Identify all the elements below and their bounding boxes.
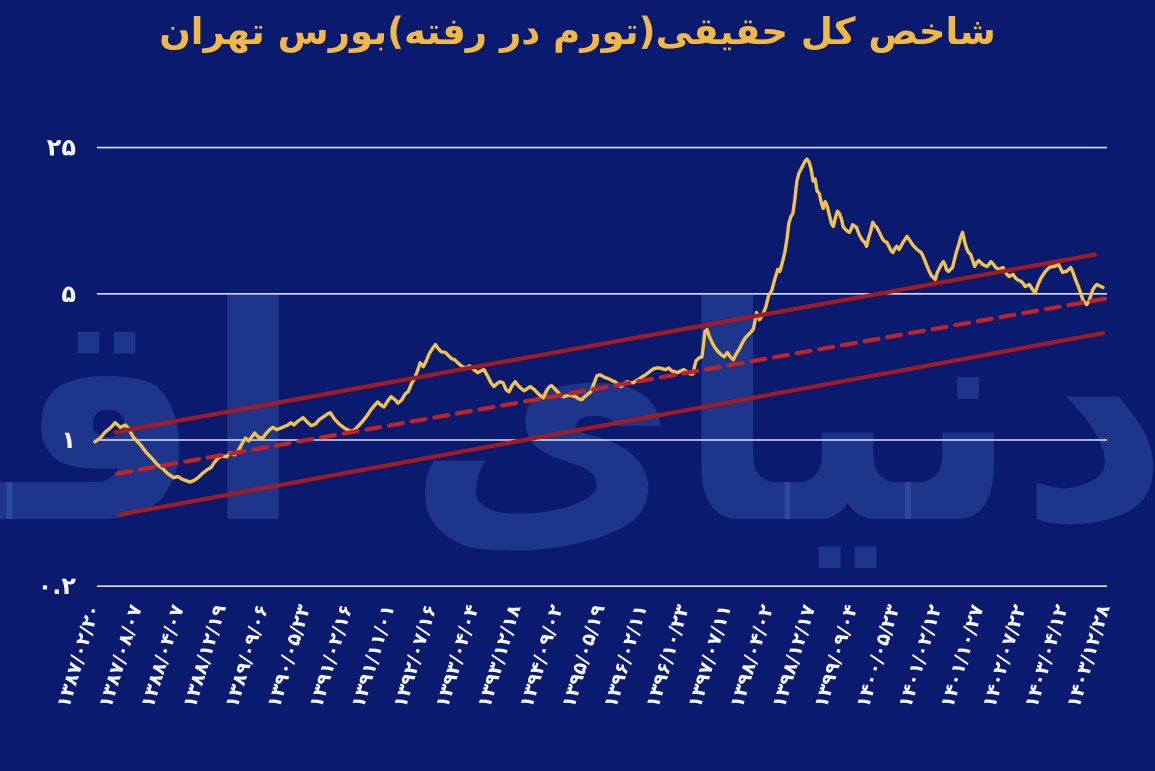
x-tick-label: ۱۴۰۳/۱۲/۲۸ [1063,602,1115,711]
y-tick-label: ۰.۲ [38,572,77,600]
index-series-line [93,157,1105,484]
y-tick-label: ۱ [61,426,76,454]
channel-lower-line [118,331,1106,517]
y-tick-label: ۲۵ [47,134,76,162]
channel-upper-line [113,252,1098,435]
y-tick-label: ۵ [61,280,76,308]
channel-mid-dashed-line [115,296,1108,476]
chart-title: شاخص کل حقیقی(تورم در رفته)بورس تهران [159,10,996,53]
